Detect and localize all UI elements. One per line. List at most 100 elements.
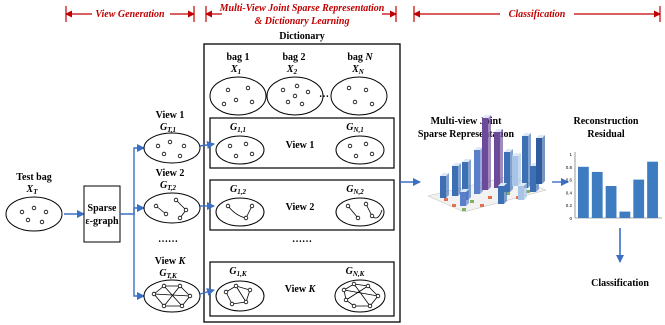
sparse-coef-bar-side <box>542 135 545 184</box>
test-bag-var: XT <box>26 184 39 196</box>
bag1-var: X1 <box>230 64 241 76</box>
sparse-coef-bar <box>440 176 446 198</box>
test-view2-var: GT,2 <box>160 180 177 192</box>
sparse-coef-bar <box>504 152 510 192</box>
sparse-graph-box: Sparse ε-graph <box>83 185 121 243</box>
test-view1: View 1 GT,1 <box>143 110 201 164</box>
bag1-label: bag 1 <box>226 52 249 63</box>
residual-bar <box>619 211 631 218</box>
residual-line2: Residual <box>587 129 624 140</box>
sparse-coef-bar-top <box>522 133 531 136</box>
sparse-coef-bar-side <box>500 129 503 188</box>
residual-bar <box>605 186 617 218</box>
stage-mvjsr: Multi-View Joint Sparse Representation &… <box>205 3 397 29</box>
dict-row1-label: View 1 <box>286 140 315 151</box>
sparse-coef-bar-side <box>446 173 449 198</box>
test-bag-label: Test bag <box>16 172 51 183</box>
sparse-coef-bar <box>536 138 542 184</box>
bagN-label: bag N <box>347 52 373 63</box>
bag2-label: bag 2 <box>282 52 305 63</box>
sparse-coef-bar <box>460 192 466 206</box>
test-viewK-label: View K <box>155 256 187 267</box>
residual-line1: Reconstruction <box>574 116 639 127</box>
sparse-coef-bar-top <box>494 129 503 132</box>
sparse-coef-bar-top <box>536 135 545 138</box>
views-ellipsis: …… <box>158 234 178 245</box>
sparse-coef-bar-top <box>474 147 483 150</box>
dict-rowK-g-right: GN,K <box>346 266 366 278</box>
bag2-var: X2 <box>286 64 298 76</box>
sparse-coef-bar-side <box>458 163 461 196</box>
sparse-coef-bar-top <box>482 115 491 118</box>
bagN-ellipse <box>330 76 388 116</box>
sparse-coef-bar-top <box>504 149 513 152</box>
dictionary-title: Dictionary <box>279 31 325 42</box>
bags-ellipsis: … <box>319 89 329 100</box>
sparse-coef-bar <box>498 186 504 204</box>
dict-row2-g-right: GN,2 <box>346 184 364 196</box>
joint-sparse-3d-bars <box>427 115 547 213</box>
sparse-coef-bar-side <box>488 115 491 190</box>
sparse-coef-bar <box>512 156 518 186</box>
sparse-coef-bar-top <box>498 183 507 186</box>
dict-row2-label: View 2 <box>286 202 315 213</box>
sparse-coef-bar-top <box>460 189 469 192</box>
dictionary-box <box>203 43 401 323</box>
test-view1-label: View 1 <box>156 110 185 121</box>
dict-row-viewK: G1,K GN,K View K <box>209 261 395 317</box>
dict-row-view2: G1,2 GN,2 View 2 <box>209 179 395 231</box>
stage-classification-label: Classification <box>509 9 566 20</box>
sparse-coef-bar-side <box>504 183 507 204</box>
residual-y-tick: 0.2 <box>566 203 573 208</box>
sparse-graph-line1: Sparse <box>88 203 117 214</box>
residual-bar <box>633 179 645 218</box>
sparse-coef-bar-side <box>518 153 521 186</box>
sparse-coef-bar-top <box>518 183 527 186</box>
sparse-coef-bar-top <box>462 159 471 162</box>
sparse-coef-bar-top <box>440 173 449 176</box>
sparse-coef-bar <box>452 166 458 196</box>
dict-row-view1: G1,1 GN,1 View 1 <box>209 117 395 169</box>
sparse-coef-bar-side <box>466 189 469 206</box>
residual-y-tick: 0 <box>569 216 572 221</box>
sparse-graph-line2: ε-graph <box>85 216 119 227</box>
sparse-coef-bar-top <box>512 153 521 156</box>
arrows-views-to-dictionary <box>199 141 215 296</box>
stage-view-generation: View Generation <box>65 6 195 22</box>
residual-y-tick: 0.4 <box>566 190 573 195</box>
dict-rowK-label: View K <box>285 284 317 295</box>
dict-rows-ellipsis: …… <box>292 234 312 245</box>
residual-bar <box>647 161 658 218</box>
mvjsr-line2: Sparse Representation <box>418 129 515 140</box>
stage-mvjsr-label-line2: & Dictionary Learning <box>254 16 349 27</box>
sparse-coef-bar <box>518 186 524 200</box>
stage-mvjsr-label-line1: Multi-View Joint Sparse Representation <box>219 3 385 14</box>
classification-output: Classification <box>591 278 649 289</box>
residual-y-tick: 1 <box>569 152 572 157</box>
test-view1-var: GT,1 <box>160 122 176 134</box>
sparse-coef-bar <box>522 136 528 188</box>
sparse-coef-bar-side <box>524 183 527 200</box>
sparse-coef-bar <box>462 162 468 200</box>
bagN-var: XN <box>351 64 365 76</box>
test-bag: Test bag XT <box>5 172 63 232</box>
sparse-coef-bar <box>494 132 500 188</box>
test-viewK-var: GT,K <box>159 268 178 280</box>
residual-bar <box>578 166 589 218</box>
mvjsr-line1: Multi-view Joint <box>431 116 502 127</box>
dict-row1-g-left: G1,1 <box>230 122 246 134</box>
bag1-ellipse <box>209 76 267 116</box>
test-view2-label: View 2 <box>156 168 185 179</box>
dict-rowK-g-left: G1,K <box>229 266 247 278</box>
residual-y-tick: 0.8 <box>566 165 573 170</box>
dict-row1-g-right: GN,1 <box>346 122 364 134</box>
bag2-ellipse <box>266 76 324 116</box>
sparse-coef-bar <box>482 118 488 190</box>
stage-view-generation-label: View Generation <box>95 9 165 20</box>
test-view2: View 2 GT,2 <box>143 168 201 224</box>
sparse-coef-bar-top <box>452 163 461 166</box>
residual-bar <box>591 171 603 218</box>
test-viewK: View K GT,K <box>143 256 201 313</box>
residual-y-tick: 0.6 <box>566 178 573 183</box>
arrows-graph-to-views <box>120 144 145 300</box>
